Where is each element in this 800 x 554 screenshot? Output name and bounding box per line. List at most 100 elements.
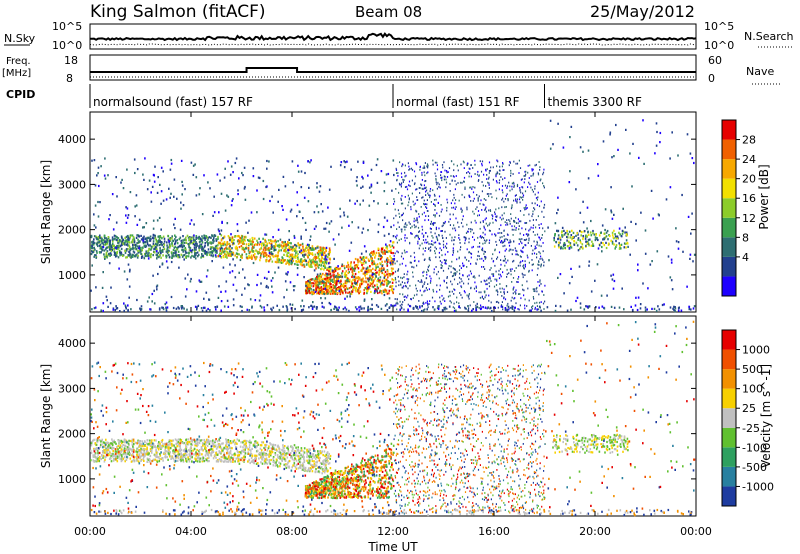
scatter-cell xyxy=(613,229,615,232)
scatter-cell xyxy=(200,245,202,248)
scatter-cell xyxy=(180,244,183,247)
scatter-cell xyxy=(284,185,287,188)
scatter-cell xyxy=(485,240,487,243)
scatter-cell xyxy=(518,276,520,278)
scatter-cell xyxy=(106,250,109,253)
scatter-cell xyxy=(566,235,568,239)
scatter-cell xyxy=(192,173,195,176)
scatter-cell xyxy=(322,249,325,252)
scatter-cell xyxy=(314,289,316,292)
scatter-cell xyxy=(343,273,346,276)
scatter-cell xyxy=(417,221,419,224)
scatter-cell xyxy=(160,202,162,205)
scatter-cell xyxy=(366,266,369,269)
scatter-cell xyxy=(125,221,128,224)
scatter-cell xyxy=(416,217,418,219)
scatter-cell xyxy=(489,276,491,279)
scatter-cell xyxy=(277,260,280,263)
nave-tick-bottom: 0 xyxy=(708,72,715,85)
scatter-cell xyxy=(229,237,232,240)
scatter-cell xyxy=(198,247,200,250)
scatter-cell xyxy=(250,243,252,246)
scatter-cell xyxy=(281,245,283,248)
scatter-cell xyxy=(538,224,540,226)
scatter-cell xyxy=(425,247,427,249)
scatter-cell xyxy=(494,234,497,237)
scatter-cell xyxy=(557,196,559,199)
scatter-cell xyxy=(429,300,431,302)
scatter-cell xyxy=(403,273,405,275)
scatter-cell xyxy=(234,161,237,165)
scatter-cell xyxy=(271,252,273,255)
scatter-cell xyxy=(537,215,539,218)
scatter-cell xyxy=(524,244,526,246)
scatter-cell xyxy=(258,248,261,251)
scatter-cell xyxy=(571,275,573,278)
scatter-cell xyxy=(459,248,461,251)
scatter-cell xyxy=(271,254,274,257)
scatter-cell xyxy=(439,288,441,291)
scatter-cell xyxy=(392,241,394,244)
scatter-cell xyxy=(392,267,394,270)
scatter-cell xyxy=(300,235,302,238)
scatter-cell xyxy=(125,307,127,310)
scatter-cell xyxy=(484,280,486,283)
scatter-cell xyxy=(254,243,257,246)
scatter-cell xyxy=(159,240,161,244)
scatter-cell xyxy=(497,232,499,234)
scatter-cell xyxy=(470,287,472,290)
scatter-cell xyxy=(404,175,406,178)
scatter-cell xyxy=(590,244,593,247)
scatter-cell xyxy=(383,190,386,193)
scatter-cell xyxy=(262,253,265,256)
scatter-cell xyxy=(310,288,312,291)
scatter-cell xyxy=(337,279,340,283)
scatter-cell xyxy=(140,252,142,255)
scatter-cell xyxy=(434,232,436,235)
scatter-cell xyxy=(120,251,123,254)
scatter-cell xyxy=(206,253,208,257)
scatter-cell xyxy=(184,188,186,191)
scatter-cell xyxy=(142,241,145,244)
scatter-cell xyxy=(185,248,187,251)
scatter-cell xyxy=(539,179,541,182)
scatter-cell xyxy=(203,297,205,300)
scatter-cell xyxy=(349,295,351,298)
scatter-cell xyxy=(227,252,230,255)
scatter-cell xyxy=(421,228,424,231)
scatter-cell xyxy=(370,282,373,285)
scatter-cell xyxy=(508,307,510,310)
scatter-cell xyxy=(256,273,259,276)
scatter-cell xyxy=(308,186,310,189)
scatter-cell xyxy=(499,273,501,276)
scatter-cell xyxy=(409,284,411,287)
scatter-cell xyxy=(215,244,218,247)
scatter-cell xyxy=(479,202,481,205)
scatter-cell xyxy=(496,181,498,184)
scatter-cell xyxy=(630,220,632,223)
scatter-cell xyxy=(97,215,100,218)
scatter-cell xyxy=(357,258,360,261)
scatter-cell xyxy=(264,244,267,247)
scatter-cell xyxy=(407,270,409,273)
scatter-cell xyxy=(337,309,340,312)
scatter-cell xyxy=(323,227,325,230)
scatter-cell xyxy=(438,251,440,254)
colorbar-swatch xyxy=(722,120,736,140)
scatter-cell xyxy=(563,233,566,236)
scatter-cell xyxy=(356,184,358,187)
scatter-cell xyxy=(502,163,504,165)
scatter-cell xyxy=(93,159,96,162)
scatter-cell xyxy=(377,287,380,290)
scatter-cell xyxy=(398,226,400,228)
scatter-cell xyxy=(316,186,318,189)
scatter-cell xyxy=(423,290,425,293)
scatter-cell xyxy=(328,285,331,289)
scatter-cell xyxy=(603,232,606,235)
scatter-cell xyxy=(175,248,178,251)
scatter-cell xyxy=(285,218,288,221)
scatter-cell xyxy=(142,238,145,241)
scatter-cell xyxy=(150,253,152,256)
scatter-cell xyxy=(472,167,474,169)
scatter-cell xyxy=(634,304,637,307)
